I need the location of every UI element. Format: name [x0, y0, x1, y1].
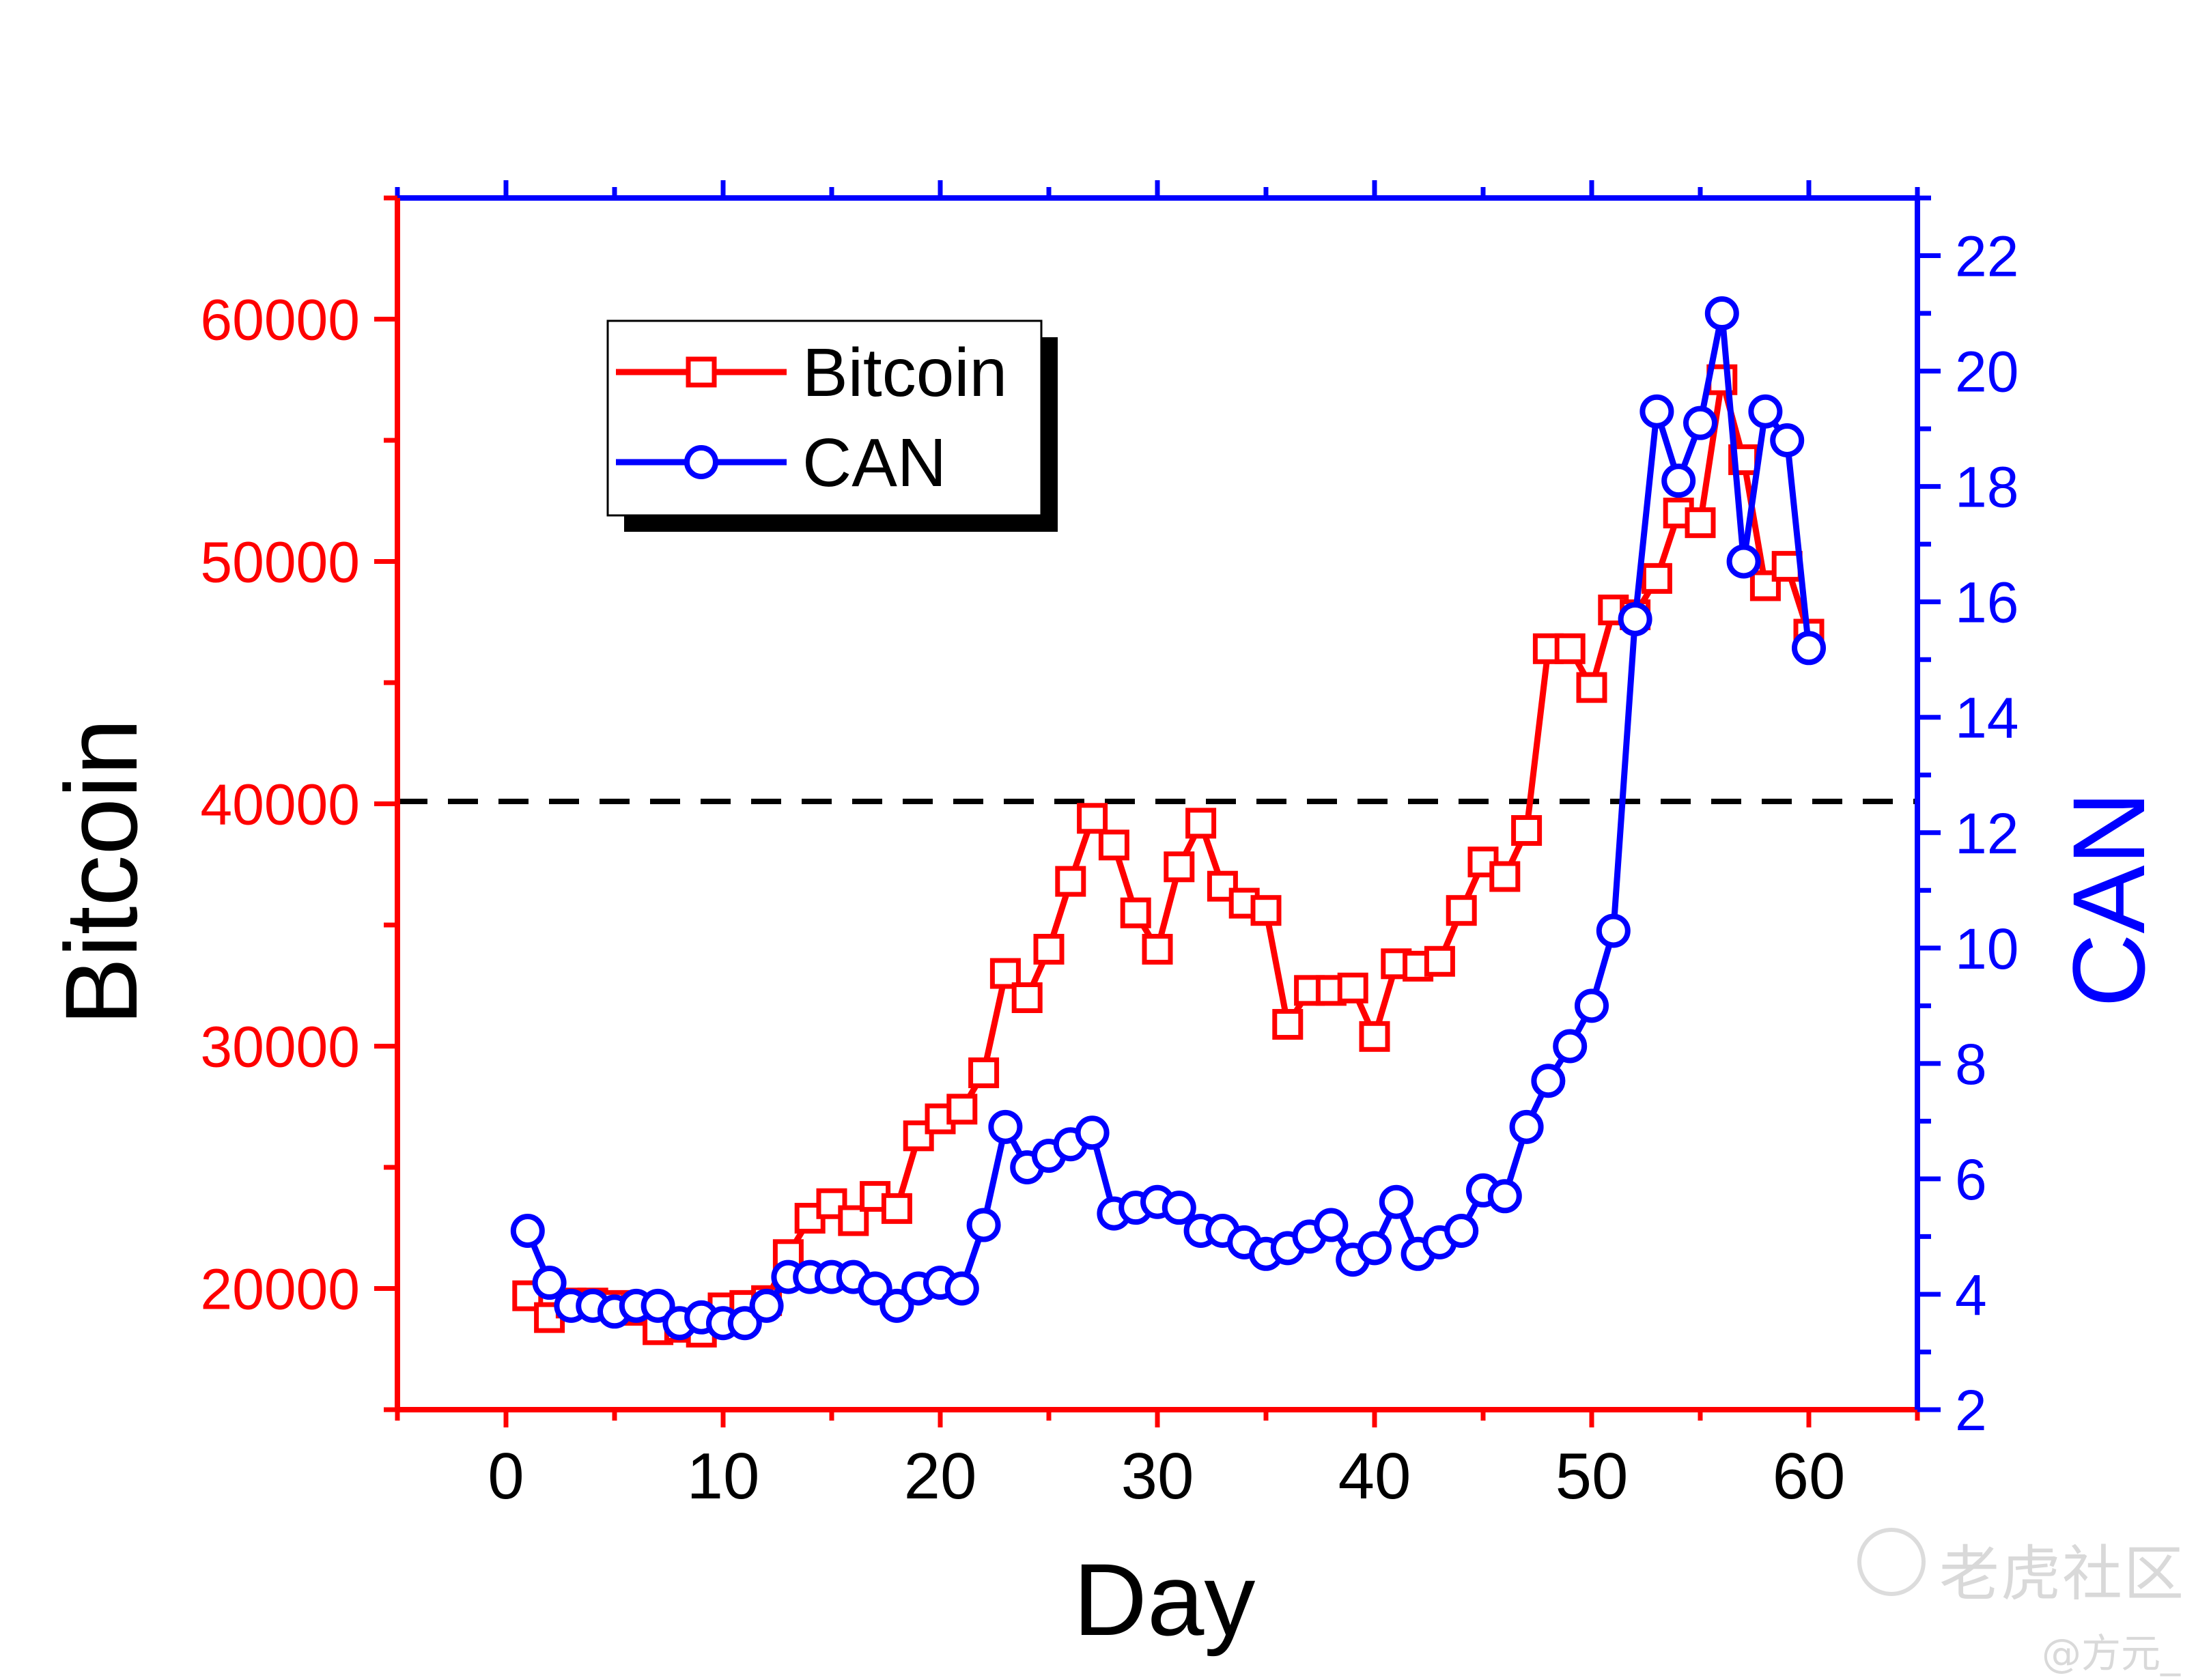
bitcoin-point: [1033, 934, 1065, 965]
x-tick-label: 40: [1338, 1440, 1411, 1513]
y-left-tick-label: 50000: [200, 530, 360, 595]
y-left-tick-label: 40000: [200, 773, 360, 837]
can-point: [1748, 394, 1783, 429]
legend-box: [606, 319, 1043, 517]
bitcoin-point: [1164, 851, 1195, 883]
bitcoin-point: [1359, 1021, 1390, 1052]
y-right-tick-label: 16: [1955, 571, 2018, 635]
bitcoin-point: [1098, 829, 1129, 861]
can-point: [1531, 1064, 1566, 1098]
can-point: [1575, 988, 1609, 1023]
y-right-tick-label: 10: [1955, 917, 2018, 981]
x-tick-label: 20: [904, 1440, 977, 1513]
watermark-site: 老虎社区: [1939, 1539, 2186, 1609]
can-point: [858, 1271, 892, 1306]
can-point: [749, 1288, 784, 1323]
can-point: [727, 1306, 762, 1341]
x-tick-label: 50: [1556, 1440, 1629, 1513]
bitcoin-point: [1077, 803, 1108, 834]
bitcoin-point: [1424, 945, 1455, 977]
bitcoin-point: [1250, 895, 1282, 926]
bitcoin-point: [1554, 633, 1586, 664]
bitcoin-point: [838, 1205, 869, 1236]
y-right-tick-label: 12: [1955, 801, 2018, 866]
bitcoin-point: [968, 1057, 1000, 1089]
bitcoin-point: [1489, 861, 1521, 892]
bitcoin-point: [1446, 895, 1477, 926]
can-point: [1162, 1191, 1196, 1225]
can-point: [1444, 1213, 1479, 1248]
bitcoin-point: [1576, 672, 1607, 703]
bitcoin-point: [1142, 934, 1173, 965]
can-point: [1379, 1184, 1413, 1219]
y-right-axis-title: CAN: [2051, 791, 2166, 1008]
x-axis-title: Day: [1073, 1542, 1256, 1657]
y-right-tick-label: 2: [1955, 1378, 1987, 1442]
watermark-logo: [1857, 1528, 1926, 1596]
can-point: [640, 1288, 675, 1323]
watermark-user: @方元_: [2042, 1630, 2181, 1677]
bitcoin-point: [946, 1094, 978, 1125]
x-tick-label: 10: [687, 1440, 760, 1513]
can-point: [944, 1271, 979, 1306]
y-right-tick-label: 22: [1955, 225, 2018, 289]
y-right-tick-label: 18: [1955, 455, 2018, 519]
bitcoin-point: [1771, 551, 1803, 582]
can-point: [1792, 631, 1826, 666]
can-point: [1770, 423, 1805, 457]
legend-label: CAN: [802, 425, 946, 501]
can-point: [1509, 1109, 1544, 1144]
y-right-tick-label: 4: [1955, 1263, 1987, 1327]
y-left-tick-label: 30000: [200, 1015, 360, 1079]
can-point: [510, 1213, 545, 1248]
can-point: [1683, 405, 1717, 440]
can-point: [1661, 464, 1696, 498]
y-right-tick-label: 6: [1955, 1148, 1987, 1212]
bitcoin-point: [1120, 897, 1151, 928]
x-tick-label: 60: [1773, 1440, 1846, 1513]
can-point: [1357, 1231, 1392, 1266]
bitcoin-point: [881, 1193, 912, 1224]
y-right-tick-label: 20: [1955, 340, 2018, 404]
bitcoin-point: [1685, 507, 1716, 539]
can-point: [1726, 544, 1761, 579]
can-point: [966, 1208, 1001, 1242]
bitcoin-point: [1511, 815, 1543, 846]
legend-label: Bitcoin: [802, 334, 1007, 411]
can-point: [1487, 1179, 1522, 1214]
legend-marker-square: [686, 356, 717, 388]
can-point: [1075, 1115, 1110, 1150]
can-point: [879, 1288, 914, 1323]
y-left-tick-label: 60000: [200, 288, 360, 352]
can-point: [1704, 296, 1739, 331]
can-point: [1618, 602, 1652, 637]
can-point: [1639, 394, 1674, 429]
bitcoin-point: [1011, 982, 1043, 1013]
can-point: [1596, 913, 1631, 948]
bitcoin-point: [1055, 866, 1086, 897]
y-right-tick-label: 8: [1955, 1032, 1987, 1096]
legend-marker-circle: [684, 445, 718, 479]
x-tick-label: 30: [1121, 1440, 1194, 1513]
y-left-axis-title: Bitcoin: [44, 718, 158, 1025]
bitcoin-point: [1337, 972, 1368, 1003]
y-right-tick-label: 14: [1955, 686, 2018, 750]
bitcoin-point: [989, 958, 1021, 989]
can-point: [1314, 1208, 1349, 1242]
can-point: [1553, 1029, 1588, 1064]
bitcoin-point: [1185, 808, 1217, 839]
bitcoin-point: [1272, 1009, 1304, 1040]
x-tick-label: 0: [488, 1440, 524, 1513]
can-point: [532, 1266, 567, 1300]
bitcoin-point: [1207, 870, 1238, 902]
bitcoin-point: [1641, 563, 1672, 594]
can-point: [988, 1109, 1023, 1144]
y-left-tick-label: 20000: [200, 1257, 360, 1322]
